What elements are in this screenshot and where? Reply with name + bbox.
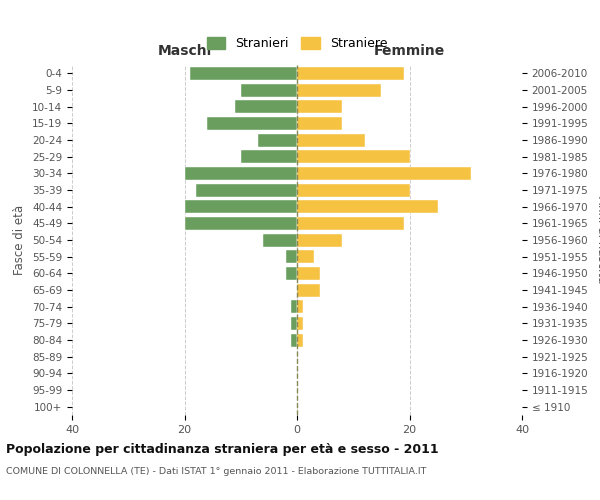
Bar bbox=[297, 167, 472, 180]
Bar bbox=[297, 67, 404, 80]
Bar bbox=[297, 134, 365, 146]
Bar bbox=[292, 300, 297, 313]
Bar bbox=[297, 184, 409, 196]
Y-axis label: Anni di nascita: Anni di nascita bbox=[595, 196, 600, 284]
Bar bbox=[297, 217, 404, 230]
Bar bbox=[257, 134, 297, 146]
Bar bbox=[297, 250, 314, 263]
Bar bbox=[297, 117, 342, 130]
Bar bbox=[297, 84, 382, 96]
Bar bbox=[235, 100, 297, 113]
Bar bbox=[297, 267, 320, 280]
Text: Popolazione per cittadinanza straniera per età e sesso - 2011: Popolazione per cittadinanza straniera p… bbox=[6, 442, 439, 456]
Bar bbox=[185, 200, 297, 213]
Bar bbox=[292, 317, 297, 330]
Bar bbox=[297, 200, 437, 213]
Bar bbox=[185, 217, 297, 230]
Bar bbox=[297, 300, 302, 313]
Legend: Stranieri, Straniere: Stranieri, Straniere bbox=[200, 31, 394, 56]
Bar bbox=[297, 150, 409, 163]
Bar bbox=[196, 184, 297, 196]
Bar bbox=[241, 150, 297, 163]
Y-axis label: Fasce di età: Fasce di età bbox=[13, 205, 26, 275]
Bar bbox=[185, 167, 297, 180]
Bar bbox=[297, 334, 302, 346]
Bar bbox=[190, 67, 297, 80]
Text: COMUNE DI COLONNELLA (TE) - Dati ISTAT 1° gennaio 2011 - Elaborazione TUTTITALIA: COMUNE DI COLONNELLA (TE) - Dati ISTAT 1… bbox=[6, 468, 427, 476]
Bar bbox=[297, 100, 342, 113]
Bar bbox=[297, 234, 342, 246]
Bar bbox=[297, 317, 302, 330]
Bar bbox=[263, 234, 297, 246]
Text: Maschi: Maschi bbox=[157, 44, 212, 58]
Bar bbox=[241, 84, 297, 96]
Bar bbox=[286, 267, 297, 280]
Bar bbox=[207, 117, 297, 130]
Text: Femmine: Femmine bbox=[374, 44, 445, 58]
Bar bbox=[292, 334, 297, 346]
Bar bbox=[286, 250, 297, 263]
Bar bbox=[297, 284, 320, 296]
